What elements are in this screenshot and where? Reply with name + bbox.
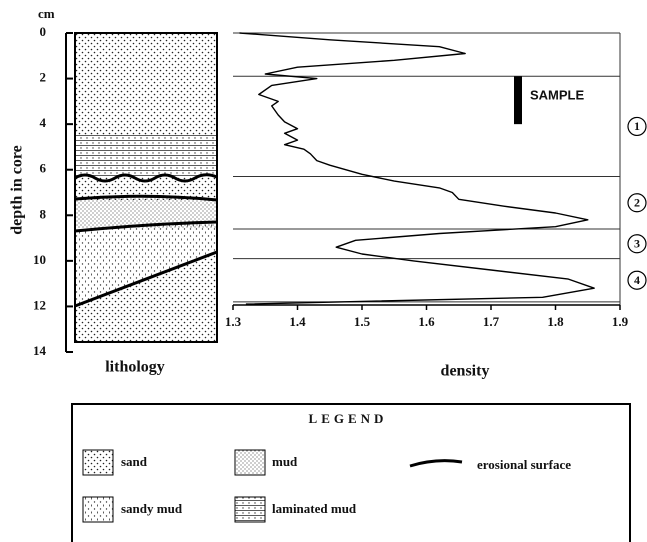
x-tick-label: 1.7 <box>483 314 500 329</box>
column-label: lithology <box>105 359 165 376</box>
y-tick-label: 4 <box>40 115 47 130</box>
unit-label: 4 <box>634 273 640 287</box>
x-tick-label: 1.8 <box>547 314 564 329</box>
x-tick-label: 1.5 <box>354 314 371 329</box>
y-tick-label: 0 <box>40 24 47 39</box>
unit-circle <box>627 116 647 137</box>
unit-label: 1 <box>634 119 640 133</box>
y-tick-label: 6 <box>40 161 47 176</box>
sample-label: SAMPLE <box>530 88 585 103</box>
y-tick-label: 14 <box>33 343 47 358</box>
y-tick-label: 10 <box>33 252 46 267</box>
y-axis-label: depth in core <box>9 145 26 234</box>
x-tick-label: 1.6 <box>418 314 435 329</box>
unit-circle <box>627 270 647 290</box>
y-tick-label: 12 <box>33 297 46 312</box>
legend-item: laminated mud <box>272 501 357 516</box>
legend-item: sand <box>121 454 148 469</box>
unit-label: 2 <box>634 196 640 210</box>
density-curve <box>239 32 595 305</box>
legend-item: sandy mud <box>121 501 183 516</box>
legend-title: LEGEND <box>309 411 388 426</box>
legend: LEGEND sand mud erosional surface sandy … <box>71 403 631 542</box>
y-tick-label: 8 <box>40 206 47 221</box>
y-unit: cm <box>38 6 55 21</box>
legend-item: erosional surface <box>477 457 571 472</box>
lithology-column <box>74 32 218 343</box>
x-tick-label: 1.3 <box>225 314 242 329</box>
legend-item: mud <box>272 454 298 469</box>
x-tick-label: 1.9 <box>612 314 629 329</box>
unit-label: 3 <box>634 237 640 251</box>
unit-circle <box>627 193 647 213</box>
x-axis-label: density <box>441 363 490 380</box>
sample-bar <box>514 76 522 125</box>
unit-circle <box>627 234 647 254</box>
y-tick-label: 2 <box>40 70 47 85</box>
x-tick-label: 1.4 <box>289 314 306 329</box>
